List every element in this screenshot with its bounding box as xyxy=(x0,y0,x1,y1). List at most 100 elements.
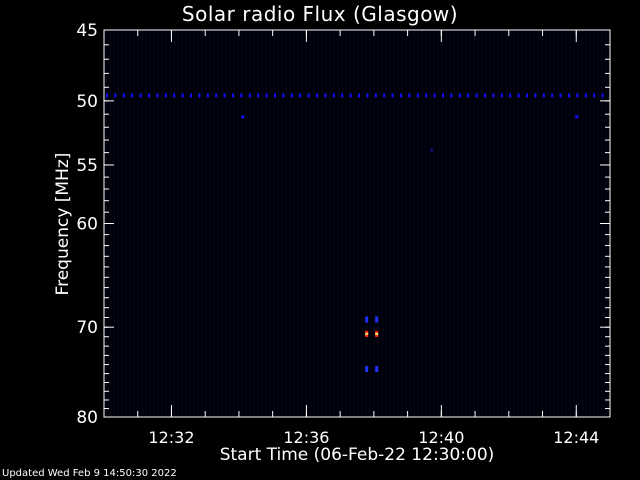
interference-band-mark xyxy=(584,93,587,98)
noise-stripe xyxy=(458,30,459,417)
noise-stripe xyxy=(258,30,259,417)
noise-stripe xyxy=(422,30,423,417)
interference-band-mark xyxy=(500,93,503,98)
noise-stripe xyxy=(514,30,515,417)
noise-stripe xyxy=(578,30,579,417)
interference-band-mark xyxy=(433,93,436,98)
updated-timestamp: Updated Wed Feb 9 14:50:30 2022 xyxy=(2,468,177,479)
noise-stripe xyxy=(274,30,275,417)
noise-stripe xyxy=(474,30,475,417)
noise-stripe xyxy=(290,30,291,417)
interference-band-mark xyxy=(576,93,579,98)
noise-stripe xyxy=(346,30,347,417)
noise-stripe xyxy=(498,30,499,417)
noise-stripe xyxy=(330,30,331,417)
noise-stripe xyxy=(534,30,535,417)
interference-band-mark xyxy=(517,93,520,98)
interference-band-mark xyxy=(450,93,453,98)
interference-band-mark xyxy=(106,93,108,98)
interference-band-mark xyxy=(148,93,150,98)
noise-stripe xyxy=(342,30,343,417)
noise-stripe xyxy=(378,30,379,417)
interference-band-mark xyxy=(223,93,226,98)
noise-stripe xyxy=(354,30,355,417)
interference-band-mark xyxy=(131,93,134,98)
interference-band-mark xyxy=(240,93,243,98)
noise-stripe xyxy=(574,30,575,417)
burst-pixel xyxy=(375,366,379,373)
noise-stripe xyxy=(222,30,223,417)
noise-stripe xyxy=(526,30,527,417)
noise-stripe xyxy=(234,30,235,417)
interference-band-mark xyxy=(484,93,486,98)
noise-stripe xyxy=(282,30,283,417)
interference-band-mark xyxy=(551,93,554,98)
noise-speck xyxy=(575,115,579,119)
noise-stripe xyxy=(142,30,143,417)
noise-stripe xyxy=(438,30,439,417)
noise-stripe xyxy=(374,30,375,417)
burst-mark xyxy=(365,316,379,323)
x-tick-label: 12:44 xyxy=(553,428,599,447)
interference-band-mark xyxy=(526,93,528,98)
noise-stripe xyxy=(582,30,583,417)
noise-stripe xyxy=(538,30,539,417)
noise-stripe xyxy=(338,30,339,417)
burst-pixel xyxy=(365,366,369,373)
y-tick-label: 45 xyxy=(76,21,98,41)
interference-band-mark xyxy=(265,93,268,98)
noise-stripe xyxy=(174,30,175,417)
noise-stripe xyxy=(494,30,495,417)
interference-band-mark xyxy=(568,93,570,98)
interference-band-mark xyxy=(274,93,276,98)
interference-band-mark xyxy=(332,93,335,98)
noise-stripe xyxy=(426,30,427,417)
noise-stripe xyxy=(210,30,211,417)
interference-band-mark xyxy=(139,93,142,98)
burst-pixel xyxy=(375,316,379,323)
noise-stripe xyxy=(410,30,411,417)
noise-stripe xyxy=(430,30,431,417)
noise-stripe xyxy=(266,30,267,417)
noise-stripe xyxy=(530,30,531,417)
interference-band-mark xyxy=(442,93,444,98)
interference-band-mark xyxy=(425,93,428,98)
interference-band-mark xyxy=(173,93,176,98)
x-axis-label: Start Time (06-Feb-22 12:30:00) xyxy=(219,445,495,465)
noise-stripe xyxy=(462,30,463,417)
noise-stripe xyxy=(570,30,571,417)
interference-band-mark xyxy=(307,93,310,98)
interference-band-mark xyxy=(383,93,386,98)
interference-band-mark xyxy=(282,93,285,98)
noise-stripe xyxy=(370,30,371,417)
noise-stripe xyxy=(502,30,503,417)
noise-stripe xyxy=(542,30,543,417)
noise-stripe xyxy=(170,30,171,417)
interference-band-mark xyxy=(559,93,562,98)
interference-band-mark xyxy=(400,93,402,98)
interference-band-mark xyxy=(198,93,201,98)
x-tick-label: 12:32 xyxy=(148,428,194,447)
noise-stripe xyxy=(598,30,599,417)
noise-stripe xyxy=(118,30,119,417)
burst-mark xyxy=(365,330,379,337)
chart-title: Solar radio Flux (Glasgow) xyxy=(181,2,459,26)
interference-band-mark xyxy=(366,93,369,98)
interference-band-mark xyxy=(299,93,302,98)
burst-mark xyxy=(365,366,379,373)
plot-area xyxy=(104,30,610,417)
noise-stripe xyxy=(270,30,271,417)
noise-stripe xyxy=(414,30,415,417)
noise-stripe xyxy=(158,30,159,417)
noise-stripe xyxy=(114,30,115,417)
noise-stripe xyxy=(322,30,323,417)
interference-band-mark xyxy=(374,93,377,98)
noise-stripe xyxy=(150,30,151,417)
burst-core xyxy=(365,332,369,335)
noise-stripe xyxy=(186,30,187,417)
noise-stripe xyxy=(386,30,387,417)
noise-stripe xyxy=(278,30,279,417)
noise-stripe xyxy=(566,30,567,417)
noise-stripe xyxy=(250,30,251,417)
